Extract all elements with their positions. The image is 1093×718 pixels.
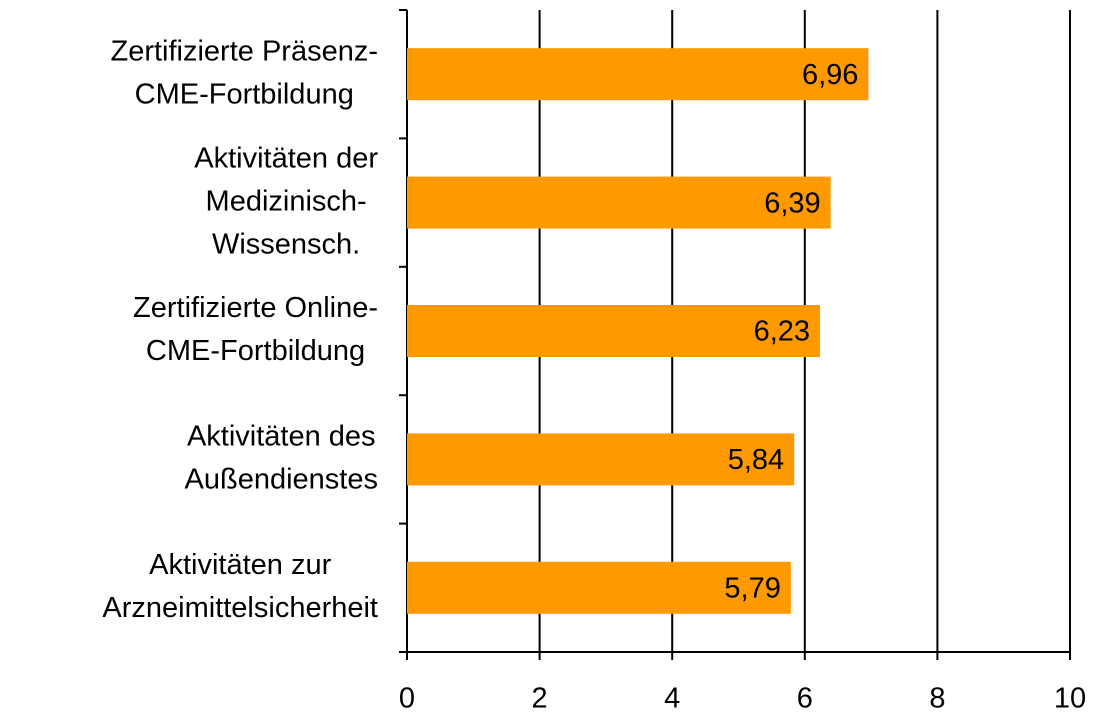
x-tick-label: 6 [797,683,813,715]
category-label: CME-Fortbildung [146,335,365,367]
bar [407,433,795,486]
category-label: Arzneimittelsicherheit [102,592,378,624]
value-label: 6,23 [754,316,810,348]
x-tick-label: 4 [664,683,680,715]
category-label: Aktivitäten des [187,421,376,453]
category-label: Außendienstes [185,464,378,496]
x-tick-label: 8 [929,683,945,715]
bar [407,176,831,229]
category-label: CME-Fortbildung [135,78,354,110]
category-label: Wissensch. [212,228,360,260]
value-label: 5,84 [728,444,784,476]
category-label: Aktivitäten der [194,142,378,174]
bar [407,305,821,357]
bar [407,561,791,614]
category-label: Zertifizierte Präsenz- [110,35,378,67]
x-tick-label: 0 [399,683,415,715]
category-label: Aktivitäten zur [149,549,331,581]
value-label: 5,79 [724,572,780,604]
x-tick-label: 10 [1054,683,1086,715]
category-label: Medizinisch- [206,185,367,217]
category-label: Zertifizierte Online- [133,292,378,324]
value-label: 6,96 [802,59,858,91]
x-tick-label: 2 [532,683,548,715]
bar [407,48,869,101]
value-label: 6,39 [764,187,820,219]
